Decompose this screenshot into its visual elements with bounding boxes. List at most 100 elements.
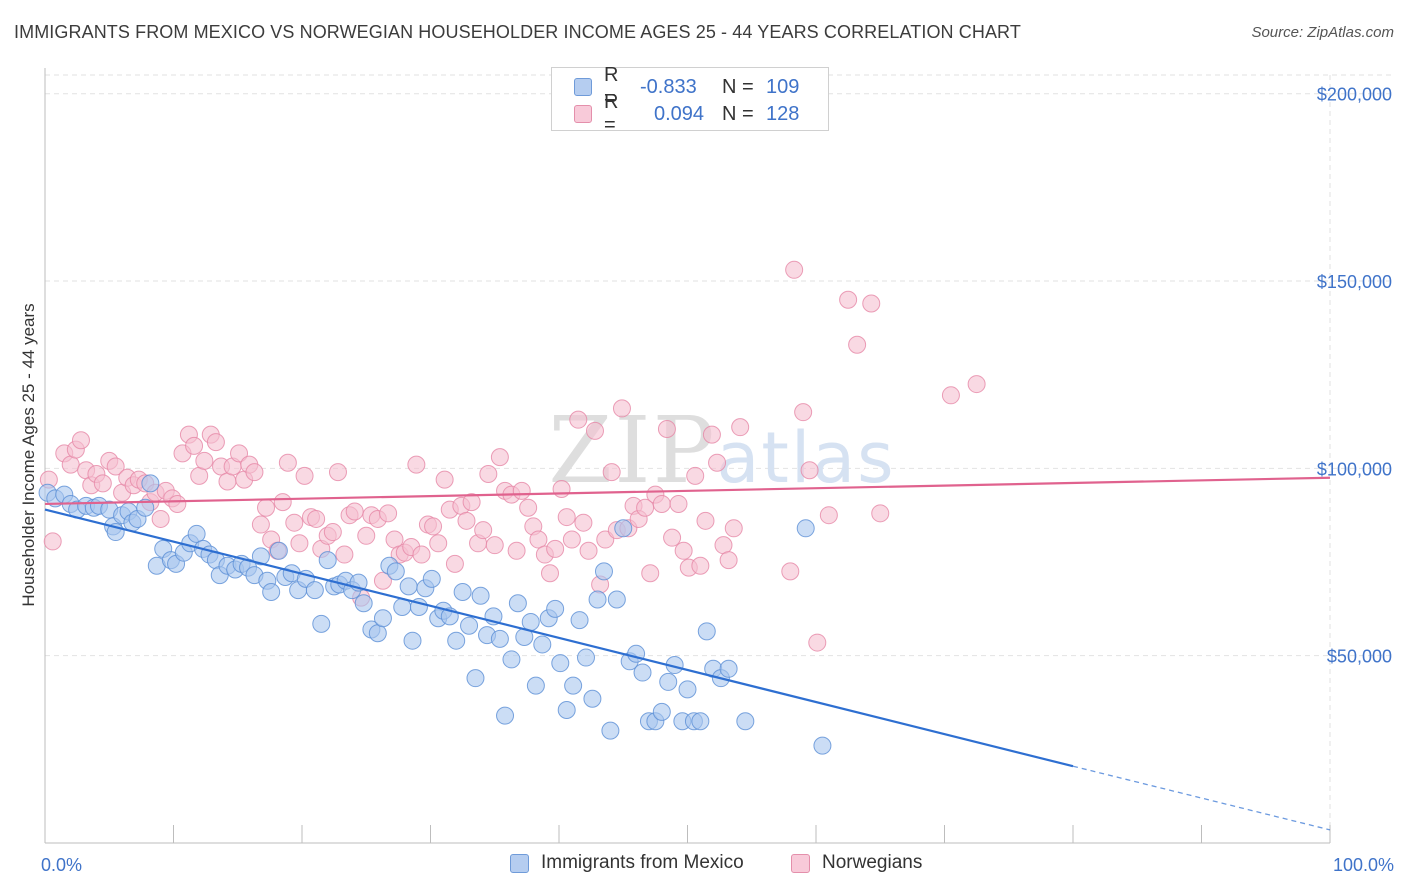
y-tick-label: $200,000	[1317, 85, 1392, 105]
data-point	[569, 410, 588, 429]
y-tick-label: $100,000	[1317, 459, 1392, 479]
data-point	[674, 541, 693, 560]
data-point	[490, 629, 509, 648]
legend-swatch-mexico	[574, 78, 592, 96]
data-point	[519, 498, 538, 517]
data-point	[496, 706, 515, 725]
data-point	[453, 582, 472, 601]
data-point	[669, 494, 688, 513]
data-point	[678, 680, 697, 699]
data-point	[652, 702, 671, 721]
data-point	[512, 481, 531, 500]
data-point	[848, 335, 867, 354]
data-point	[657, 420, 676, 439]
data-point	[552, 479, 571, 498]
data-point	[312, 614, 331, 633]
data-point	[862, 294, 881, 313]
source-label: Source: ZipAtlas.com	[1251, 24, 1394, 41]
data-point	[702, 425, 721, 444]
y-axis-label: Householder Income Ages 25 - 44 years	[19, 303, 38, 606]
data-point	[585, 421, 604, 440]
data-point	[354, 594, 373, 613]
data-point	[800, 461, 819, 480]
data-point	[636, 498, 655, 517]
data-point	[719, 551, 738, 570]
data-point	[686, 466, 705, 485]
data-point	[168, 494, 187, 513]
data-point	[295, 466, 314, 485]
data-point	[262, 582, 281, 601]
data-point	[570, 611, 589, 630]
data-point	[61, 455, 80, 474]
data-point	[43, 532, 62, 551]
data-point	[195, 451, 214, 470]
legend-row-norwegians: R = 0.094 N = 128	[574, 91, 800, 136]
data-point	[785, 260, 804, 279]
trend-line-mexico-extension	[1072, 765, 1331, 831]
data-point	[457, 511, 476, 530]
data-point	[151, 509, 170, 528]
norwegians-points	[39, 260, 986, 652]
data-point	[696, 511, 715, 530]
bottom-legend-mexico: Immigrants from Mexico	[510, 852, 744, 874]
data-point	[445, 554, 464, 573]
data-point	[379, 504, 398, 523]
data-point	[602, 463, 621, 482]
data-point	[607, 590, 626, 609]
legend-r-value-norwegians: 0.094	[654, 102, 705, 125]
data-point	[368, 624, 387, 643]
data-point	[839, 290, 858, 309]
data-point	[627, 644, 646, 663]
data-point	[546, 599, 565, 618]
data-point	[305, 581, 324, 600]
bottom-legend-swatch-mexico	[510, 853, 529, 873]
data-point	[541, 564, 560, 583]
data-point	[318, 551, 337, 570]
data-point	[206, 433, 225, 452]
y-tick-label: $50,000	[1327, 647, 1392, 667]
data-point	[435, 470, 454, 489]
data-point	[471, 586, 490, 605]
legend-swatch-norwegians	[574, 105, 592, 123]
data-point	[574, 513, 593, 532]
data-point	[335, 545, 354, 564]
data-point	[136, 498, 155, 517]
data-point	[141, 474, 160, 493]
data-point	[490, 448, 509, 467]
data-point	[564, 676, 583, 695]
chart-title: IMMIGRANTS FROM MEXICO VS NORWEGIAN HOUS…	[14, 22, 1021, 42]
bottom-legend-swatch-norwegians	[791, 853, 810, 873]
legend-row-mexico: R = -0.833 N = 109	[574, 64, 799, 109]
data-point	[502, 650, 521, 669]
data-point	[273, 493, 292, 512]
data-point	[251, 515, 270, 534]
data-point	[641, 564, 660, 583]
data-point	[652, 494, 671, 513]
data-point	[474, 521, 493, 540]
stats-legend: R = -0.833 N = 109 R = 0.094 N = 128	[551, 64, 829, 136]
data-point	[106, 457, 125, 476]
data-point	[967, 375, 986, 394]
data-point	[724, 519, 743, 538]
axes	[44, 68, 1331, 844]
data-point	[562, 530, 581, 549]
data-point	[185, 436, 204, 455]
data-point	[663, 528, 682, 547]
data-point	[218, 472, 237, 491]
legend-n-value-norwegians: 128	[766, 102, 800, 125]
data-point	[714, 536, 733, 555]
trend-line-norwegians	[44, 476, 1331, 506]
data-point	[187, 524, 206, 543]
legend-r-value-mexico: -0.833	[640, 75, 697, 98]
legend-r-label: R =	[604, 91, 619, 136]
data-point	[447, 631, 466, 650]
data-point	[290, 534, 309, 553]
data-point	[245, 463, 264, 482]
data-point	[612, 399, 631, 418]
data-point	[462, 493, 481, 512]
data-point	[546, 539, 565, 558]
data-point	[71, 431, 90, 450]
data-point	[424, 517, 443, 536]
data-point	[533, 635, 552, 654]
